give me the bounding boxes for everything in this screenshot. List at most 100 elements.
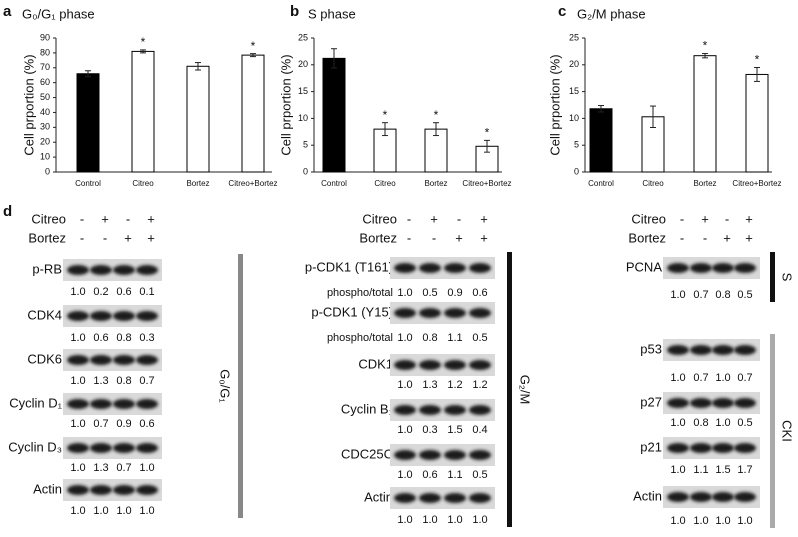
significance-mark: * bbox=[141, 35, 146, 49]
quant-value: 1.0 bbox=[670, 464, 685, 476]
blot-band bbox=[394, 360, 416, 370]
blot-background bbox=[63, 349, 162, 371]
quant-value: 1.0 bbox=[670, 372, 685, 384]
blot-band bbox=[90, 485, 112, 495]
blot-band bbox=[469, 263, 491, 273]
y-tick-label: 30 bbox=[40, 122, 50, 132]
significance-mark: * bbox=[755, 53, 760, 67]
protein-label: p53 bbox=[640, 341, 662, 356]
blot-band bbox=[444, 263, 466, 273]
blot-band bbox=[394, 493, 416, 503]
blot-band bbox=[690, 492, 712, 502]
y-tick-label: 0 bbox=[574, 166, 579, 176]
quant-value: 0.5 bbox=[472, 332, 487, 344]
blot-band bbox=[67, 485, 89, 495]
significance-mark: * bbox=[485, 126, 490, 140]
y-tick-label: 20 bbox=[40, 137, 50, 147]
quant-value: 0.8 bbox=[422, 332, 437, 344]
quant-value: 1.0 bbox=[715, 515, 730, 527]
error-bar bbox=[85, 70, 91, 78]
quant-value: 0.6 bbox=[422, 469, 437, 481]
quant-value: 0.9 bbox=[116, 418, 131, 430]
y-tick-label: 5 bbox=[574, 140, 579, 150]
y-tick-label: 0 bbox=[303, 166, 308, 176]
quant-value: 1.5 bbox=[715, 464, 730, 476]
quant-value: 1.0 bbox=[397, 469, 412, 481]
quant-value: 0.8 bbox=[116, 375, 131, 387]
blot-band bbox=[113, 311, 135, 321]
blot-band bbox=[419, 360, 441, 370]
blot-band bbox=[394, 450, 416, 460]
protein-label: p-CDK1 (T161) bbox=[305, 259, 393, 274]
protein-label: CDK4 bbox=[27, 307, 62, 322]
blot-background bbox=[390, 354, 495, 376]
blot-band bbox=[690, 398, 712, 408]
blot-band bbox=[419, 263, 441, 273]
quant-value: 1.0 bbox=[670, 515, 685, 527]
y-axis-label: Cell prportion (%) bbox=[547, 54, 562, 155]
treatment-label: Bortez bbox=[28, 230, 66, 245]
quant-value: 0.7 bbox=[93, 418, 108, 430]
blot-band bbox=[734, 263, 756, 273]
treatment-label: Citreo bbox=[631, 211, 666, 226]
quant-value: 0.7 bbox=[139, 375, 154, 387]
quant-value: 1.0 bbox=[397, 514, 412, 526]
y-tick-label: 60 bbox=[40, 77, 50, 87]
blot-background bbox=[63, 437, 162, 459]
blot-band bbox=[394, 308, 416, 318]
quant-label: phospho/total bbox=[327, 332, 393, 344]
protein-label: Cyclin D₁ bbox=[9, 395, 62, 410]
y-tick-label: 10 bbox=[569, 113, 579, 123]
y-tick-label: 0 bbox=[45, 166, 50, 176]
y-tick-label: 15 bbox=[298, 86, 308, 96]
y-tick-label: 70 bbox=[40, 62, 50, 72]
treatment-sign: + bbox=[480, 211, 488, 226]
blot-band bbox=[113, 265, 135, 275]
quant-value: 1.0 bbox=[715, 372, 730, 384]
error-bar bbox=[331, 48, 337, 69]
quant-value: 1.3 bbox=[422, 379, 437, 391]
error-bar bbox=[702, 53, 708, 59]
protein-label: CDK6 bbox=[27, 351, 62, 366]
quant-value: 1.0 bbox=[70, 375, 85, 387]
error-bar bbox=[598, 105, 604, 113]
y-tick-label: 20 bbox=[569, 59, 579, 69]
blot-band bbox=[67, 265, 89, 275]
y-tick-label: 15 bbox=[569, 86, 579, 96]
treatment-sign: + bbox=[745, 211, 753, 226]
protein-label: Actin bbox=[364, 489, 393, 504]
treatment-label: Bortez bbox=[628, 230, 666, 245]
panel-label: c bbox=[558, 3, 566, 20]
treatment-sign: - bbox=[80, 211, 84, 226]
blot-band bbox=[690, 443, 712, 453]
quant-value: 1.3 bbox=[93, 462, 108, 474]
blot-background bbox=[390, 257, 495, 279]
quant-value: 1.0 bbox=[139, 462, 154, 474]
blot-band bbox=[90, 265, 112, 275]
treatment-sign: + bbox=[147, 230, 155, 245]
quant-value: 0.9 bbox=[447, 287, 462, 299]
error-bar bbox=[195, 62, 201, 71]
chart-title: G₀/G₁ phase bbox=[22, 6, 95, 21]
blot-band bbox=[469, 405, 491, 415]
treatment-sign: - bbox=[725, 211, 729, 226]
blot-band bbox=[667, 443, 689, 453]
quant-value: 0.7 bbox=[693, 289, 708, 301]
x-tick-label: Citreo bbox=[642, 179, 664, 188]
treatment-sign: - bbox=[680, 211, 684, 226]
blot-band bbox=[394, 405, 416, 415]
bar bbox=[186, 65, 210, 173]
y-tick-label: 5 bbox=[303, 140, 308, 150]
group-label: G₀/G₁ bbox=[218, 369, 233, 403]
quant-value: 1.0 bbox=[70, 418, 85, 430]
quant-value: 1.5 bbox=[447, 424, 462, 436]
blot-background bbox=[390, 302, 495, 324]
treatment-sign: - bbox=[407, 230, 411, 245]
treatment-sign: - bbox=[457, 211, 461, 226]
blot-band bbox=[734, 398, 756, 408]
quant-value: 0.7 bbox=[693, 372, 708, 384]
bar bbox=[241, 54, 265, 173]
blot-band bbox=[712, 345, 734, 355]
error-bar bbox=[250, 53, 256, 58]
